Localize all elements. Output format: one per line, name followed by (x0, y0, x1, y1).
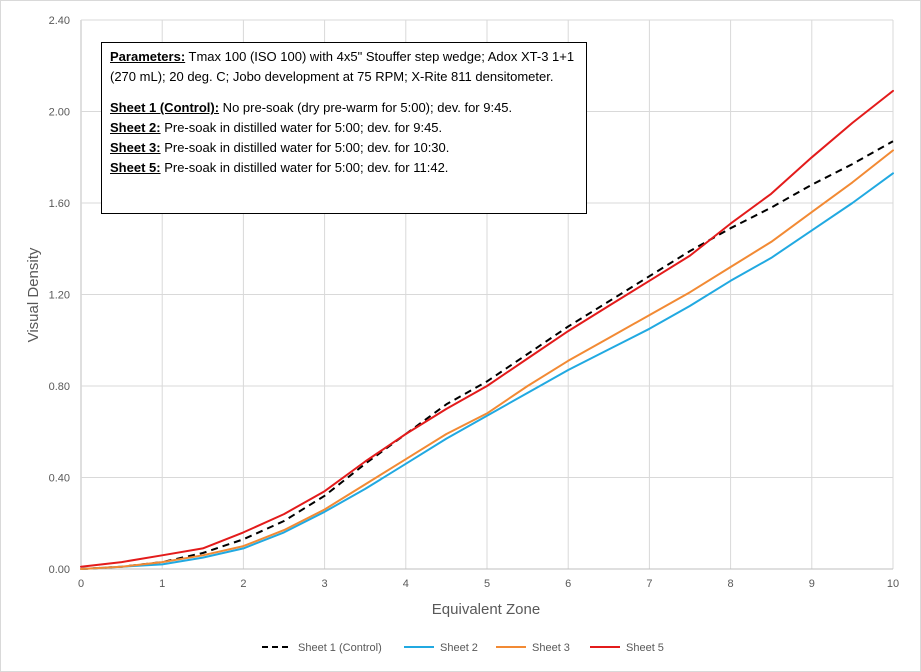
x-tick-label: 3 (322, 578, 328, 590)
y-tick-label: 0.40 (49, 473, 70, 485)
parameters-note-box: Parameters: Tmax 100 (ISO 100) with 4x5"… (101, 42, 587, 214)
legend: Sheet 1 (Control) Sheet 2 Sheet 3 Sheet 5 (262, 642, 664, 654)
series-line-3 (80, 149, 894, 570)
y-tick-label: 2.00 (49, 107, 70, 119)
parameters-text: Tmax 100 (ISO 100) with 4x5" Stouffer st… (110, 49, 575, 84)
legend-label: Sheet 2 (440, 642, 478, 654)
x-axis-title: Equivalent Zone (432, 601, 540, 618)
x-tick-label: 10 (887, 578, 899, 590)
x-tick-label: 4 (403, 578, 409, 590)
sheet3-label: Sheet 3: (110, 140, 161, 155)
x-tick-label: 5 (484, 578, 490, 590)
sheet2-text: Pre-soak in distilled water for 5:00; de… (160, 120, 443, 135)
parameters-label: Parameters: (110, 49, 186, 64)
sheet2-label: Sheet 2: (110, 120, 161, 135)
legend-label: Sheet 3 (532, 642, 570, 654)
x-tick-label: 6 (565, 578, 571, 590)
grid (80, 19, 894, 570)
y-tick-label: 1.60 (49, 198, 70, 210)
y-tick-label: 0.80 (49, 381, 70, 393)
y-tick-label: 0.00 (49, 564, 70, 576)
sheet3-note: Sheet 3: Pre-soak in distilled water for… (110, 138, 578, 158)
x-tick-label: 1 (159, 578, 165, 590)
series-line-1 (80, 140, 894, 570)
sheet5-label: Sheet 5: (110, 160, 161, 175)
tick-labels: 0 1 2 3 4 5 6 7 8 9 10 0.00 0.40 0.80 1.20 1.60 2.00 2.40 (49, 15, 900, 590)
legend-label: Sheet 5 (626, 642, 664, 654)
y-tick-label: 2.40 (49, 15, 70, 27)
sheet1-note: Sheet 1 (Control): No pre-soak (dry pre-… (110, 98, 578, 118)
x-tick-label: 9 (809, 578, 815, 590)
sheet3-text: Pre-soak in distilled water for 5:00; de… (160, 140, 450, 155)
series-line-4 (80, 89, 894, 568)
x-tick-label: 7 (646, 578, 652, 590)
parameters-note: Parameters: Tmax 100 (ISO 100) with 4x5"… (110, 47, 578, 87)
sheet1-text: No pre-soak (dry pre-warm for 5:00); dev… (219, 100, 513, 115)
series-line-2 (80, 172, 894, 570)
sheet2-note: Sheet 2: Pre-soak in distilled water for… (110, 118, 578, 138)
sheet5-text: Pre-soak in distilled water for 5:00; de… (160, 160, 449, 175)
legend-label: Sheet 1 (Control) (298, 642, 382, 654)
sheet1-label: Sheet 1 (Control): (110, 100, 220, 115)
x-tick-label: 8 (728, 578, 734, 590)
y-axis-title: Visual Density (25, 247, 42, 342)
y-tick-label: 1.20 (49, 290, 70, 302)
sheet5-note: Sheet 5: Pre-soak in distilled water for… (110, 158, 578, 178)
x-tick-label: 0 (78, 578, 84, 590)
series-lines (80, 89, 894, 570)
x-tick-label: 2 (240, 578, 246, 590)
